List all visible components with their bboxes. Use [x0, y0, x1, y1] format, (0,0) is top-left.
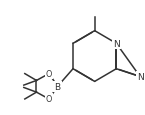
Text: N: N	[113, 39, 120, 48]
Text: O: O	[46, 69, 52, 78]
Text: N: N	[137, 72, 143, 81]
Text: O: O	[46, 95, 52, 104]
Text: B: B	[55, 82, 61, 91]
